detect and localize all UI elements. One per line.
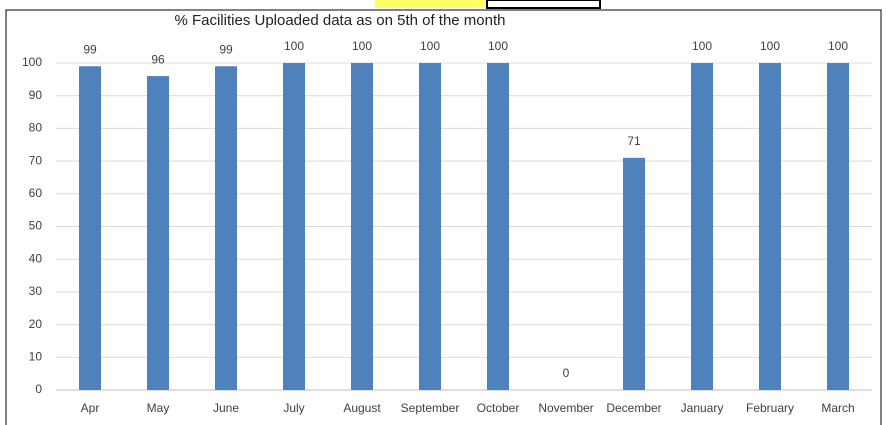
bar xyxy=(79,66,101,391)
x-tick-label: July xyxy=(283,401,304,415)
data-label: 100 xyxy=(760,39,780,53)
x-tick-label: March xyxy=(821,401,854,415)
bar xyxy=(691,63,713,390)
data-label: 100 xyxy=(488,39,508,53)
frame xyxy=(5,9,882,425)
x-tick-label: May xyxy=(147,401,170,415)
y-tick-label: 70 xyxy=(29,153,43,167)
y-tick-label: 30 xyxy=(29,284,43,298)
y-tick-label: 0 xyxy=(35,382,42,396)
bar xyxy=(759,63,781,390)
x-tick-label: September xyxy=(401,401,460,415)
bar xyxy=(827,63,849,390)
x-tick-label: January xyxy=(681,401,724,415)
x-tick-label: February xyxy=(746,401,794,415)
x-tick-label: November xyxy=(538,401,593,415)
bar xyxy=(351,63,373,390)
y-tick-label: 100 xyxy=(22,55,42,69)
highlight xyxy=(375,0,487,8)
y-tick-label: 50 xyxy=(29,219,43,233)
data-label: 100 xyxy=(828,39,848,53)
bar xyxy=(215,66,237,391)
data-label: 71 xyxy=(627,134,641,148)
y-tick-label: 90 xyxy=(29,88,43,102)
y-tick-label: 60 xyxy=(29,186,43,200)
redaction-box xyxy=(486,0,601,9)
x-tick-label: December xyxy=(606,401,661,415)
data-label: 0 xyxy=(563,366,570,380)
x-tick-label: August xyxy=(343,401,381,415)
y-tick-label: 10 xyxy=(29,349,43,363)
bar xyxy=(623,157,645,390)
data-label: 99 xyxy=(219,42,233,56)
data-label: 99 xyxy=(83,42,97,56)
data-label: 100 xyxy=(692,39,712,53)
x-tick-label: June xyxy=(213,401,239,415)
bar xyxy=(147,76,169,390)
bar xyxy=(487,63,509,390)
data-label: 100 xyxy=(420,39,440,53)
y-tick-label: 40 xyxy=(29,251,43,265)
data-label: 100 xyxy=(284,39,304,53)
data-label: 100 xyxy=(352,39,372,53)
chart-title: % Facilities Uploaded data as on 5th of … xyxy=(174,12,505,29)
x-tick-label: Apr xyxy=(81,401,100,415)
bar xyxy=(283,63,305,390)
y-tick-label: 20 xyxy=(29,317,43,331)
data-label: 96 xyxy=(151,52,165,66)
x-tick-label: October xyxy=(477,401,520,415)
bar xyxy=(419,63,441,390)
y-tick-label: 80 xyxy=(29,121,43,135)
